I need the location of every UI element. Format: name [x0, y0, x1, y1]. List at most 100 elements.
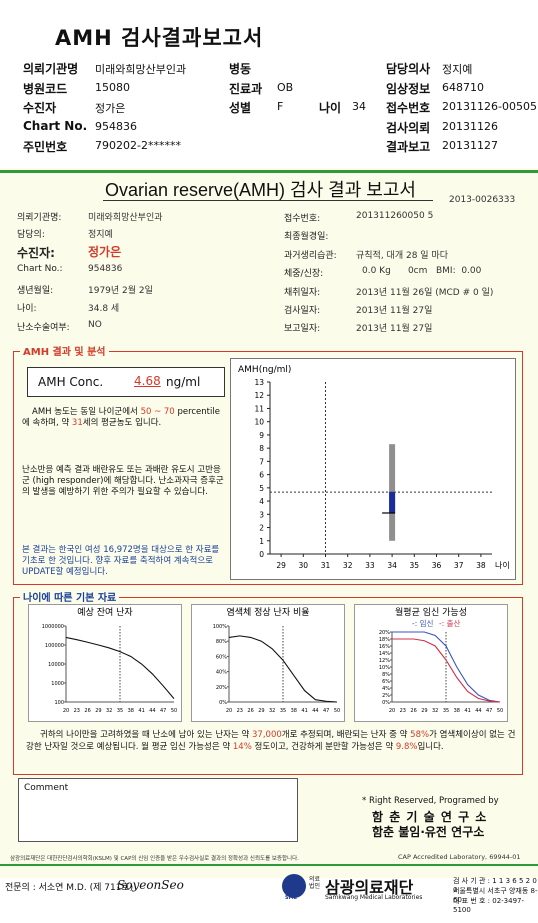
small-x-tick-label: 47	[160, 708, 166, 714]
amh-y-tick-label: 7	[259, 457, 264, 466]
summary-text-a: 귀하의 나이만을 고려하였을 때 난소에 남아 있는 난자는 약	[40, 730, 250, 740]
department-value: OB	[277, 81, 294, 94]
summary-text-b: 개로 추정되며, 배란되는 난자 중	[281, 730, 397, 740]
small-x-tick-label: 41	[301, 708, 307, 714]
logo-text: SML	[285, 895, 297, 901]
request-date-label: 검사의뢰	[386, 121, 431, 135]
remaining-eggs-chart: 예상 잔여 난자 1000000 100000 10000 1000 100 20 23 26…	[28, 604, 182, 722]
amh-x-tick-label: 37	[454, 561, 464, 570]
bottom-green-strip	[0, 864, 538, 866]
small-y-tick-label: 16%	[379, 644, 390, 650]
interp-text-c: 세의 평균농도 입니다.	[82, 418, 162, 428]
small-x-tick-label: 26	[410, 708, 416, 714]
amh-chart-title: AMH(ng/ml)	[238, 365, 291, 375]
small-x-tick-label: 47	[486, 708, 492, 714]
amh-y-tick-label: 12	[254, 391, 264, 400]
summary-normal-pct: 58%	[410, 730, 430, 740]
info-receipt-value: 201311260050 5	[356, 211, 434, 221]
small-y-tick-label: 100	[54, 700, 64, 706]
small-x-tick-label: 20	[63, 708, 69, 714]
doctor-label: 담당의사	[386, 62, 431, 76]
summary-text-c: 약	[399, 730, 408, 740]
request-date-value: 20131126	[442, 120, 498, 133]
info-doctor-value: 정지예	[88, 230, 113, 240]
chart2-title: 염색체 정상 난자 비율	[226, 607, 309, 618]
chart-no-label: Chart No.	[23, 119, 88, 133]
small-x-tick-label: 29	[95, 708, 101, 714]
age-data-section	[13, 597, 523, 775]
small-x-tick-label: 32	[106, 708, 112, 714]
info-surgery-label: 난소수술여부:	[17, 323, 70, 333]
small-y-tick-label: 20%	[379, 630, 390, 636]
amh-y-tick-label: 4	[259, 497, 264, 506]
info-birth-label: 생년월일:	[17, 286, 54, 296]
doctor-value: 정지예	[442, 63, 473, 76]
patient-label: 수진자	[23, 101, 57, 115]
info-cycle-label: 과거생리습관:	[284, 251, 337, 261]
summary-text-d: 가 염색체이상이 없는 건강한 난자일 것으로 예상됩니다. 월 평균 임신 가…	[26, 730, 516, 752]
small-y-tick-label: 10%	[379, 665, 390, 671]
certification-note: 삼광의료재단은 대한진단검사의학회(KSLM) 및 CAP의 신임 인증을 받은…	[10, 856, 299, 862]
small-y-tick-label: 40%	[216, 670, 227, 676]
info-patient-label: 수진자:	[17, 246, 55, 260]
info-lmp-label: 최종월경일:	[284, 232, 329, 242]
small-x-tick-label: 20	[226, 708, 232, 714]
age-label: 나이	[319, 101, 342, 115]
info-test-date-value: 2013년 11월 27일	[356, 306, 433, 316]
small-y-tick-label: 14%	[379, 651, 390, 657]
foundation-prefix: 의료법인	[309, 876, 321, 890]
small-y-tick-label: 100000	[45, 643, 64, 649]
amh-y-tick-label: 8	[259, 444, 264, 453]
small-x-tick-label: 50	[497, 708, 503, 714]
rights-reserved: * Right Reserved, Programed by	[362, 796, 499, 806]
comment-label: Comment	[24, 783, 69, 793]
small-x-tick-label: 44	[475, 708, 481, 714]
info-doctor-label: 담당의:	[17, 230, 45, 240]
small-x-tick-label: 26	[247, 708, 253, 714]
document-number: 2013-0026333	[449, 195, 516, 205]
ovarian-response-note: 난소반응 예측 결과 배란유도 또는 과배란 유도시 고반응군 (high re…	[22, 465, 224, 497]
interp-equivalent-age: 31	[71, 418, 83, 428]
small-x-tick-label: 35	[117, 708, 123, 714]
small-x-tick-label: 23	[74, 708, 80, 714]
info-report-date-value: 2013년 11월 27일	[356, 324, 433, 334]
small-y-tick-label: 8%	[382, 672, 390, 678]
hospital-value: 미래와희망산부인과	[95, 63, 187, 76]
info-hospital-value: 미래와희망산부인과	[88, 213, 163, 223]
monthly-pregnancy-chart: 월평균 임신 가능성 -: 임신 -: 출산 20%18%16%14%12%10…	[354, 604, 508, 722]
small-y-tick-label: 6%	[382, 679, 390, 685]
chart2-plot: 100% 80% 60% 40% 20% 0% 20 23 26 29 32 35 38 41 44 47 50	[213, 624, 340, 714]
small-y-tick-label: 10000	[48, 662, 64, 668]
series-line-임신	[392, 631, 501, 703]
small-x-tick-label: 50	[334, 708, 340, 714]
small-y-tick-label: 4%	[382, 686, 390, 692]
amh-x-tick-label: 29	[276, 561, 286, 570]
amh-y-tick-label: 13	[254, 378, 264, 387]
amh-iqr-box	[389, 491, 396, 513]
amh-conc-label: AMH Conc.	[38, 375, 104, 389]
top-green-strip	[0, 170, 538, 173]
amh-y-tick-label: 1	[259, 537, 264, 546]
patient-value: 정가은	[95, 102, 126, 115]
amh-conc-box	[27, 367, 225, 397]
info-chart-label: Chart No.:	[17, 264, 63, 274]
clinical-info-label: 임상정보	[386, 82, 431, 96]
info-cycle-value: 규칙적, 대개 28 일 마다	[356, 251, 448, 261]
cap-accreditation: CAP Accredited Laboratory, 69944-01	[398, 853, 521, 861]
small-y-tick-label: 20%	[216, 685, 227, 691]
small-x-tick-label: 32	[269, 708, 275, 714]
amh-y-tick-label: 2	[259, 524, 264, 533]
interp-percentile-range: 50 ~ 70	[140, 407, 175, 417]
summary-pregnancy-pct: 14%	[232, 742, 252, 752]
title-underline	[103, 200, 433, 201]
small-y-tick-label: 1000	[51, 681, 64, 687]
receipt-no-value: 20131126-00505	[442, 100, 537, 113]
interp-text-a: AMH 농도는 동일 나이군에서	[32, 407, 138, 417]
info-patient-value: 정가은	[88, 245, 122, 259]
amh-y-tick-label: 9	[259, 431, 264, 440]
small-x-tick-label: 20	[389, 708, 395, 714]
info-age-label: 나이:	[17, 304, 37, 314]
normal-egg-ratio-chart: 염색체 정상 난자 비율 100% 80% 60% 40% 20% 0% 20 23 26 29 3…	[191, 604, 345, 722]
chart1-title: 예상 잔여 난자	[77, 606, 133, 618]
